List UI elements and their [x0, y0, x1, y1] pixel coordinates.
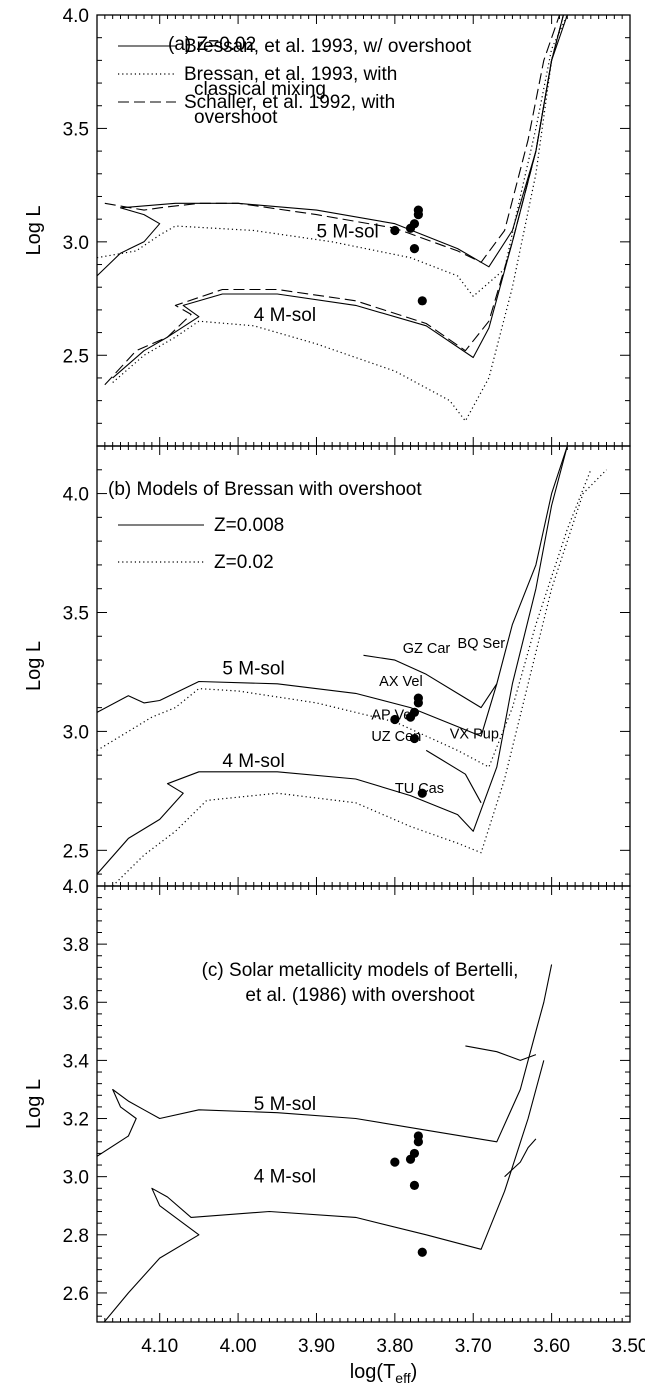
- y-tick-label: 2.5: [63, 346, 89, 367]
- evolution-track-solid: [112, 15, 564, 379]
- star-label: VX Pup: [450, 727, 499, 743]
- mass-label: 4 M-sol: [254, 1166, 316, 1187]
- cepheid-point: [409, 733, 420, 744]
- y-tick-label: 4.0: [63, 485, 89, 506]
- cepheid-point: [409, 244, 420, 254]
- x-axis-label-sub: eff: [395, 1370, 410, 1386]
- evolution-track-solid: [425, 749, 482, 804]
- panel-title: (c) Solar metallicity models of Bertelli…: [202, 960, 519, 981]
- evolution-track-dotted: [97, 469, 592, 768]
- y-axis-label: Log L: [23, 205, 45, 255]
- y-axis-label: Log L: [23, 641, 45, 691]
- cepheid-point: [413, 1131, 423, 1141]
- panel-title: (a) Z=0.02: [168, 34, 256, 55]
- x-tick-label: 3.90: [298, 1336, 335, 1357]
- x-axis-label-main: log(T: [350, 1361, 396, 1383]
- cepheid-point: [390, 225, 400, 236]
- y-tick-label: 3.6: [63, 993, 89, 1014]
- cepheid-point: [409, 1180, 420, 1190]
- legend-label: Z=0.02: [214, 552, 274, 573]
- y-tick-label: 3.5: [63, 119, 89, 140]
- y-axis-label: Log L: [23, 1079, 45, 1129]
- evolution-track-dotted: [112, 15, 564, 422]
- evolution-track-solid: [97, 446, 568, 737]
- star-label: TU Cas: [395, 781, 444, 797]
- evolution-track-solid: [363, 654, 498, 709]
- x-axis-label: log(Teff): [350, 1361, 418, 1386]
- evolution-track-solid: [97, 446, 568, 875]
- legend-label: Schaller, et al. 1992, with: [184, 92, 395, 113]
- mass-label: 4 M-sol: [254, 305, 316, 326]
- y-tick-label: 3.4: [63, 1051, 90, 1072]
- cepheid-point: [413, 205, 423, 215]
- star-label: GZ Car: [403, 641, 451, 657]
- star-label: BQ Ser: [458, 636, 506, 652]
- cepheid-point: [409, 707, 420, 717]
- legend-label: Bressan, et al. 1993, with: [184, 64, 397, 85]
- cepheid-point: [409, 219, 420, 229]
- legend-label: Z=0.008: [214, 515, 284, 536]
- star-label: AX Vel: [379, 674, 423, 690]
- x-tick-label: 4.10: [141, 1336, 178, 1357]
- evolution-track-solid: [504, 1138, 537, 1178]
- x-tick-label: 3.70: [455, 1336, 492, 1357]
- mass-label: 5 M-sol: [316, 221, 378, 242]
- x-tick-label: 4.00: [220, 1336, 257, 1357]
- y-tick-label: 2.6: [63, 1284, 89, 1305]
- panel-title: (b) Models of Bressan with overshoot: [108, 479, 422, 500]
- mass-label: 5 M-sol: [222, 658, 284, 679]
- legend-label: Bressan, et al. 1993, w/ overshoot: [184, 36, 472, 57]
- x-tick-label: 3.80: [376, 1336, 413, 1357]
- evolution-track-dotted: [112, 469, 607, 886]
- y-tick-label: 3.8: [63, 935, 89, 956]
- panel-c: 2.6 2.8 3.0 3.2 3.4 3.6 3.8 4.0 Log L 5 M-sol 4 M-…: [23, 877, 645, 1386]
- y-tick-label: 3.0: [63, 1168, 89, 1189]
- cepheid-point: [417, 296, 427, 306]
- x-axis-label-end: ): [411, 1361, 418, 1383]
- y-tick-label: 3.0: [63, 233, 89, 254]
- y-tick-label: 4.0: [63, 877, 89, 898]
- panel-b: 2.5 3.0 3.5 4.0 Log L 5 M-sol 4 M-sol GZ Car BQ …: [23, 445, 631, 887]
- legend-label: overshoot: [194, 107, 278, 128]
- cepheid-point: [390, 1157, 400, 1167]
- y-tick-label: 3.2: [63, 1110, 89, 1131]
- series-group: [97, 446, 607, 886]
- panel-subtitle: et al. (1986) with overshoot: [245, 985, 475, 1006]
- panel-a: 2.5 3.0 3.5 4.0 Log L 5 M-sol 4 M-sol (a) Z=0.0…: [23, 6, 631, 447]
- x-tick-label: 3.60: [533, 1336, 570, 1357]
- x-tick-label: 3.50: [612, 1336, 645, 1357]
- y-tick-label: 3.0: [63, 722, 89, 743]
- y-tick-label: 3.5: [63, 603, 89, 624]
- evolution-track-dotted: [97, 15, 568, 297]
- mass-label: 4 M-sol: [222, 751, 284, 772]
- y-tick-label: 2.5: [63, 841, 89, 862]
- cepheid-point: [417, 1247, 427, 1257]
- evolution-track-solid: [97, 15, 568, 277]
- mass-label: 5 M-sol: [254, 1094, 316, 1115]
- cepheid-point: [413, 693, 423, 703]
- evolution-track-solid: [465, 1045, 537, 1061]
- y-tick-label: 4.0: [63, 6, 89, 27]
- star-label: AP Vel: [371, 708, 414, 724]
- legend-label: classical mixing: [194, 79, 326, 100]
- evolution-track-solid: [103, 1060, 545, 1322]
- evolution-track-solid: [97, 964, 553, 1157]
- y-tick-label: 2.8: [63, 1226, 89, 1247]
- cepheid-point: [417, 788, 427, 798]
- star-label: UZ Cen: [371, 729, 421, 745]
- series-group: [97, 964, 553, 1322]
- plot-frame: [96, 885, 631, 1323]
- cepheid-point: [409, 1148, 420, 1159]
- cepheid-point: [390, 714, 400, 725]
